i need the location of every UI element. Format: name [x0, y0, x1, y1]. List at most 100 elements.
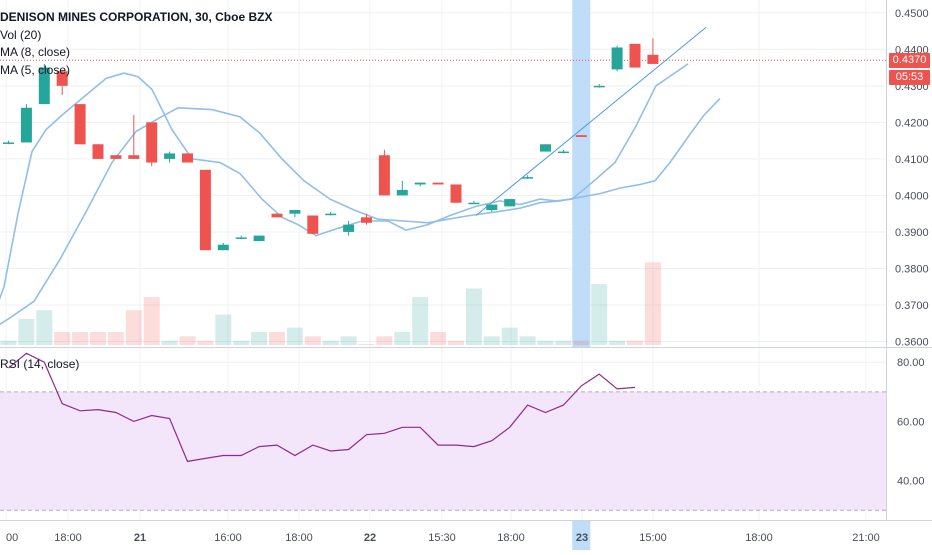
candle[interactable] [110, 155, 122, 159]
volume-bar [233, 340, 250, 345]
candle[interactable] [128, 115, 140, 159]
candle[interactable] [468, 200, 480, 205]
candle-body [307, 215, 319, 234]
volume-bar [36, 310, 53, 345]
rsi-tick-label: 60.00 [897, 416, 925, 428]
time-tick-label: 18:00 [285, 532, 313, 544]
candle-body [325, 213, 337, 216]
highlighted-bar-time-marker [572, 521, 591, 550]
candle[interactable] [378, 149, 390, 196]
volume-bar [519, 336, 536, 345]
trendline[interactable] [475, 27, 707, 216]
volume-bar [537, 340, 554, 345]
candle-body [557, 151, 569, 154]
candle-body [361, 217, 372, 223]
time-tick-label: 21:00 [852, 532, 880, 544]
candle-body [253, 235, 265, 242]
candle[interactable] [522, 175, 534, 179]
candle[interactable] [343, 220, 355, 236]
candle[interactable] [20, 104, 32, 143]
price-tick-label: 0.3800 [895, 263, 929, 275]
candle-body [38, 67, 50, 105]
candle[interactable] [38, 63, 50, 105]
candle[interactable] [289, 210, 301, 218]
volume-bar [412, 297, 429, 345]
candle[interactable] [56, 71, 68, 95]
candle-body [468, 202, 480, 205]
candle[interactable] [486, 204, 498, 212]
candle-body [414, 182, 426, 185]
volume-bar [125, 310, 142, 345]
ma-line-slow[interactable] [0, 98, 721, 331]
candle-body [3, 142, 14, 144]
volume-bar [18, 318, 35, 345]
volume-bar [609, 340, 626, 345]
candle[interactable] [432, 182, 444, 185]
volume-bar [179, 336, 196, 345]
candle[interactable] [146, 122, 158, 167]
rsi-line[interactable] [8, 352, 636, 463]
candle[interactable] [593, 84, 605, 88]
legend-rsi[interactable]: RSI (14, close) [0, 357, 80, 371]
volume-bar [501, 327, 518, 345]
volume-bar [286, 327, 303, 345]
candle[interactable] [414, 182, 426, 187]
candle[interactable] [396, 180, 408, 196]
chart-title: DENISON MINES CORPORATION, 30, Cboe BZX [0, 10, 273, 24]
candle[interactable] [182, 153, 193, 163]
candle-body [289, 210, 301, 214]
candle[interactable] [253, 235, 265, 242]
candle[interactable] [199, 169, 211, 251]
candle[interactable] [235, 235, 247, 240]
volume-bar [340, 336, 357, 345]
time-tick-label: 15:00 [639, 532, 667, 544]
candle[interactable] [557, 149, 569, 154]
volume-bar [376, 336, 393, 345]
candle-body [92, 144, 104, 159]
volume-bar [215, 314, 232, 345]
legend-ma-8[interactable]: MA (8, close) [0, 45, 71, 59]
time-tick-label: 21 [134, 532, 146, 544]
candle[interactable] [540, 144, 551, 152]
volume-bar [555, 340, 572, 345]
candle[interactable] [361, 213, 372, 225]
legend-ma-5[interactable]: MA (5, close) [0, 63, 71, 77]
bar-countdown-tag: 05:53 [889, 70, 930, 85]
candle[interactable] [575, 135, 587, 137]
candle[interactable] [164, 151, 176, 163]
volume-bar [644, 262, 661, 345]
time-tick-label: 22 [364, 532, 376, 544]
candle-body [235, 237, 247, 239]
price-tick-label: 0.3700 [895, 300, 929, 312]
volume-bar [573, 340, 590, 345]
time-tick-label: 23 [576, 532, 588, 544]
candle[interactable] [325, 211, 337, 216]
rsi-band [0, 391, 886, 511]
volume-bar [465, 288, 482, 345]
candle[interactable] [307, 215, 319, 234]
volume-bar [627, 340, 643, 345]
volume-bar [161, 340, 178, 345]
candle[interactable] [647, 38, 659, 64]
volume-bar [430, 331, 447, 345]
candle-body [128, 155, 140, 159]
candle-body [182, 153, 193, 163]
candle-body [450, 184, 462, 203]
candle[interactable] [629, 43, 641, 68]
candle[interactable] [450, 184, 462, 203]
candle[interactable] [611, 45, 623, 72]
candle[interactable] [271, 213, 283, 218]
legend-volume[interactable]: Vol (20) [0, 28, 42, 42]
volume-bar [54, 331, 71, 345]
candle[interactable] [3, 140, 14, 145]
time-tick-label: 18:00 [497, 532, 525, 544]
volume-bar [483, 336, 500, 345]
candle[interactable] [504, 199, 516, 207]
last-price-tag: 0.4370 [889, 53, 930, 68]
candle[interactable] [74, 104, 86, 145]
candle[interactable] [217, 242, 229, 251]
candlestick-series [3, 38, 659, 251]
candle[interactable] [92, 144, 104, 159]
